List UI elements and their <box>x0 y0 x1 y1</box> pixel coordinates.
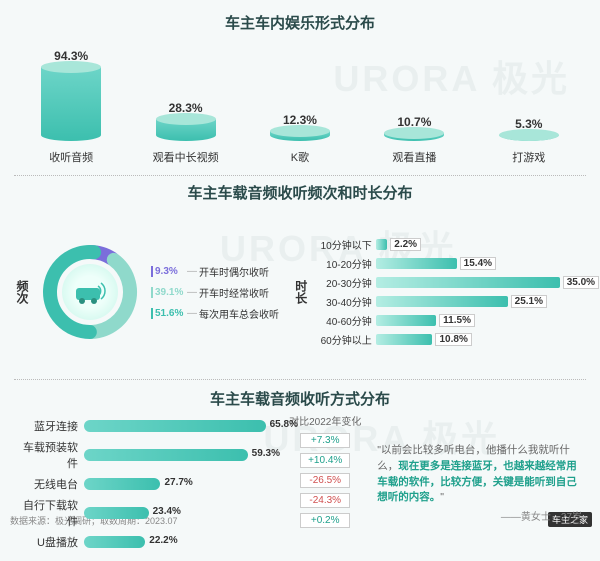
duration-value: 10.8% <box>435 333 471 346</box>
freq-pct: 9.3% <box>151 266 185 277</box>
method-row: 蓝牙连接 65.8% <box>14 418 277 434</box>
method-row: 车载预装软件 59.3% <box>14 439 277 471</box>
cylinder-item: 28.3% 观看中长视频 <box>134 101 237 165</box>
duration-label: 10-20分钟 <box>314 256 376 271</box>
duration-label: 30-40分钟 <box>314 294 376 309</box>
freq-pct: 51.6% <box>151 308 185 319</box>
method-label: 车载预装软件 <box>14 439 84 471</box>
duration-row: 60分钟以上 10.8% <box>314 332 586 347</box>
frequency-chart: 频次 9.3% — 开车时偶尔收听 39.1% — 开车时经常收听 51.6% … <box>14 211 285 373</box>
method-label: U盘播放 <box>14 534 84 550</box>
delta-column: 对比2022年变化 +7.3%+10.4%-26.5%-24.3%+0.2% <box>283 413 367 555</box>
freq-legend-row: 51.6% — 每次用车总会收听 <box>151 306 285 321</box>
delta-value: -24.3% <box>300 493 350 508</box>
section3-title: 车主车载音频收听方式分布 <box>210 388 390 409</box>
duration-label: 40-60分钟 <box>314 313 376 328</box>
duration-label: 60分钟以上 <box>314 332 376 347</box>
cylinder-item: 12.3% K歌 <box>249 113 352 165</box>
method-value: 59.3% <box>252 448 280 459</box>
donut-center-icon <box>62 264 118 320</box>
freq-pct: 39.1% <box>151 287 185 298</box>
duration-value: 35.0% <box>563 276 599 289</box>
duration-chart: 时长 10分钟以下 2.2% 10-20分钟 15.4% 20-30分钟 35.… <box>293 211 586 373</box>
cylinder-item: 5.3% 打游戏 <box>477 117 580 165</box>
delta-value: +10.4% <box>300 453 350 468</box>
entertainment-chart: 94.3% 收听音频 28.3% 观看中长视频 12.3% K歌 10.7% <box>10 41 590 169</box>
duration-value: 15.4% <box>460 257 496 270</box>
cylinder-item: 10.7% 观看直播 <box>363 115 466 165</box>
freq-legend-row: 9.3% — 开车时偶尔收听 <box>151 264 285 279</box>
method-row: U盘播放 22.2% <box>14 534 277 550</box>
section1-title: 车主车内娱乐形式分布 <box>10 12 590 33</box>
method-row: 无线电台 27.7% <box>14 476 277 492</box>
quote-signature: ——黄女士，27岁 <box>377 510 582 525</box>
quote-highlight: 现在更多是连接蓝牙，也越来越经常用车载的软件，比较方便，关键是能听到自己想听的内… <box>377 460 577 504</box>
freq-text: 开车时偶尔收听 <box>199 264 269 279</box>
quote-block: "以前会比较多听电台，他播什么我就听什么，现在更多是连接蓝牙，也越来越经常用车载… <box>373 413 586 555</box>
freq-text: 每次用车总会收听 <box>199 306 279 321</box>
cylinder-label: K歌 <box>291 149 309 165</box>
method-label: 自行下载软件 <box>14 497 84 529</box>
method-value: 22.2% <box>149 535 177 546</box>
dur-axis-label: 时长 <box>293 280 310 304</box>
cylinder-label: 观看中长视频 <box>153 149 219 165</box>
duration-row: 10分钟以下 2.2% <box>314 237 586 252</box>
duration-value: 11.5% <box>439 314 475 327</box>
divider <box>14 379 586 380</box>
method-label: 蓝牙连接 <box>14 418 84 434</box>
section2-title: 车主车载音频收听频次和时长分布 <box>10 182 590 203</box>
duration-row: 40-60分钟 11.5% <box>314 313 586 328</box>
duration-label: 10分钟以下 <box>314 237 376 252</box>
freq-legend-row: 39.1% — 开车时经常收听 <box>151 285 285 300</box>
cylinder-label: 观看直播 <box>392 149 436 165</box>
duration-row: 30-40分钟 25.1% <box>314 294 586 309</box>
freq-axis-label: 频次 <box>14 280 31 304</box>
divider <box>14 175 586 176</box>
duration-label: 20-30分钟 <box>314 275 376 290</box>
duration-value: 2.2% <box>390 238 421 251</box>
cylinder-item: 94.3% 收听音频 <box>20 49 123 165</box>
method-value: 65.8% <box>270 419 298 430</box>
method-value: 27.7% <box>164 477 192 488</box>
freq-text: 开车时经常收听 <box>199 285 269 300</box>
delta-value: +7.3% <box>300 433 350 448</box>
delta-value: +0.2% <box>300 513 350 528</box>
method-chart: 蓝牙连接 65.8% 车载预装软件 59.3% 无线电台 27.7% 自行下载软… <box>14 413 277 555</box>
cylinder-label: 收听音频 <box>49 149 93 165</box>
method-value: 23.4% <box>153 506 181 517</box>
duration-value: 25.1% <box>511 295 547 308</box>
method-label: 无线电台 <box>14 476 84 492</box>
delta-value: -26.5% <box>300 473 350 488</box>
duration-row: 20-30分钟 35.0% <box>314 275 586 290</box>
duration-row: 10-20分钟 15.4% <box>314 256 586 271</box>
method-row: 自行下载软件 23.4% <box>14 497 277 529</box>
cylinder-label: 打游戏 <box>512 149 545 165</box>
quote-post: " <box>440 491 444 503</box>
